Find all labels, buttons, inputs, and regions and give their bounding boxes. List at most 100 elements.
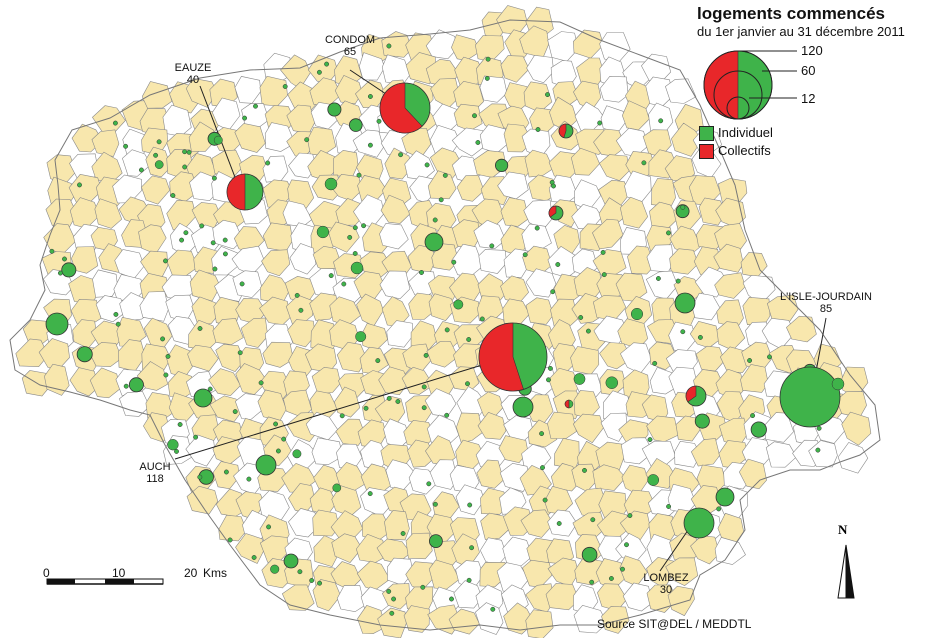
commune-cell xyxy=(352,129,384,158)
commune-dot xyxy=(355,331,367,343)
commune-dot xyxy=(816,425,822,431)
scale-tick-10: 10 xyxy=(112,566,126,580)
commune-dot xyxy=(494,158,509,172)
commune-dot xyxy=(466,577,472,583)
commune-cell xyxy=(453,580,483,609)
commune-cell xyxy=(477,411,507,440)
commune-cell xyxy=(212,318,244,346)
commune-dot xyxy=(317,580,323,586)
commune-cell xyxy=(619,196,649,229)
commune-dot xyxy=(444,327,450,333)
commune-dot xyxy=(77,182,82,188)
commune-dot xyxy=(547,365,553,371)
legend-label-collectifs: Collectifs xyxy=(718,143,771,158)
commune-cell xyxy=(479,537,507,566)
commune-dot xyxy=(356,172,362,178)
commune-dot xyxy=(367,142,373,148)
commune-cell xyxy=(408,292,435,320)
commune-dot xyxy=(421,384,427,390)
commune-cell xyxy=(714,272,746,299)
commune-cell xyxy=(215,343,245,372)
commune-dot xyxy=(620,566,625,572)
commune-dot xyxy=(123,143,129,149)
commune-cell xyxy=(142,81,173,109)
commune-cell xyxy=(428,559,460,590)
commune-cell xyxy=(234,76,262,104)
commune-dot xyxy=(624,542,629,548)
commune-cell xyxy=(262,341,294,368)
commune-dot xyxy=(465,381,470,387)
commune-cell xyxy=(95,295,128,323)
commune-cell xyxy=(622,582,653,612)
commune-dot xyxy=(112,120,118,126)
commune-cell xyxy=(524,149,554,178)
commune-cell xyxy=(713,243,744,273)
commune-cell xyxy=(359,346,389,375)
commune-dot xyxy=(327,102,342,117)
commune-dot xyxy=(426,481,432,487)
commune-dot xyxy=(750,413,756,419)
town-name: AUCH xyxy=(139,461,171,473)
commune-cell xyxy=(519,25,550,58)
commune-cell xyxy=(572,413,604,444)
commune-dot xyxy=(197,326,203,331)
commune-cell xyxy=(574,557,606,586)
commune-dot xyxy=(207,386,213,392)
commune-cell xyxy=(287,319,316,348)
commune-dot xyxy=(546,377,551,383)
leader-line-auch xyxy=(174,357,506,460)
commune-cell xyxy=(89,367,121,399)
commune-dot xyxy=(57,270,63,276)
commune-cell xyxy=(331,533,363,563)
commune-dot xyxy=(352,251,358,256)
commune-cell xyxy=(690,438,720,467)
town-name: CONDOM xyxy=(324,34,376,46)
legend-swatch-individuel xyxy=(699,126,714,142)
commune-dot xyxy=(449,596,454,602)
commune-cell xyxy=(358,52,386,81)
commune-dot xyxy=(747,358,753,363)
commune-dot xyxy=(170,193,176,198)
commune-cell xyxy=(479,75,508,103)
commune-dot xyxy=(630,307,644,321)
commune-dot xyxy=(489,243,495,249)
commune-dot xyxy=(442,172,448,178)
commune-cell xyxy=(212,219,244,250)
commune-cell xyxy=(651,178,676,208)
commune-cell xyxy=(620,437,654,465)
commune-dot xyxy=(153,152,159,158)
commune-dot xyxy=(156,139,162,145)
commune-cell xyxy=(262,155,289,183)
commune-dot xyxy=(655,276,661,281)
commune-cell xyxy=(669,248,699,275)
bubble-commune xyxy=(685,385,707,407)
commune-cell xyxy=(259,75,288,107)
commune-dot xyxy=(767,354,772,360)
commune-dot xyxy=(597,120,603,126)
commune-cell xyxy=(336,585,365,613)
commune-cell xyxy=(71,246,99,274)
commune-dot xyxy=(420,584,426,590)
commune-dot xyxy=(666,230,671,236)
commune-dot xyxy=(154,160,164,169)
commune-dot xyxy=(128,377,144,393)
commune-dot xyxy=(227,537,233,543)
commune-dot xyxy=(386,43,392,49)
commune-cell xyxy=(592,464,627,491)
commune-dot xyxy=(212,266,218,272)
commune-cell xyxy=(407,439,436,468)
commune-dot xyxy=(438,197,444,203)
commune-dot xyxy=(485,56,491,62)
commune-cell xyxy=(553,437,580,470)
commune-cell xyxy=(547,509,578,537)
commune-dot xyxy=(581,546,598,563)
commune-cell xyxy=(186,485,219,515)
commune-dot xyxy=(582,467,587,473)
commune-dot xyxy=(61,262,77,278)
commune-dot xyxy=(258,380,264,386)
commune-cell xyxy=(449,296,481,324)
town-value: 40 xyxy=(186,74,200,86)
department-outline xyxy=(9,19,881,631)
commune-dot xyxy=(697,334,703,340)
